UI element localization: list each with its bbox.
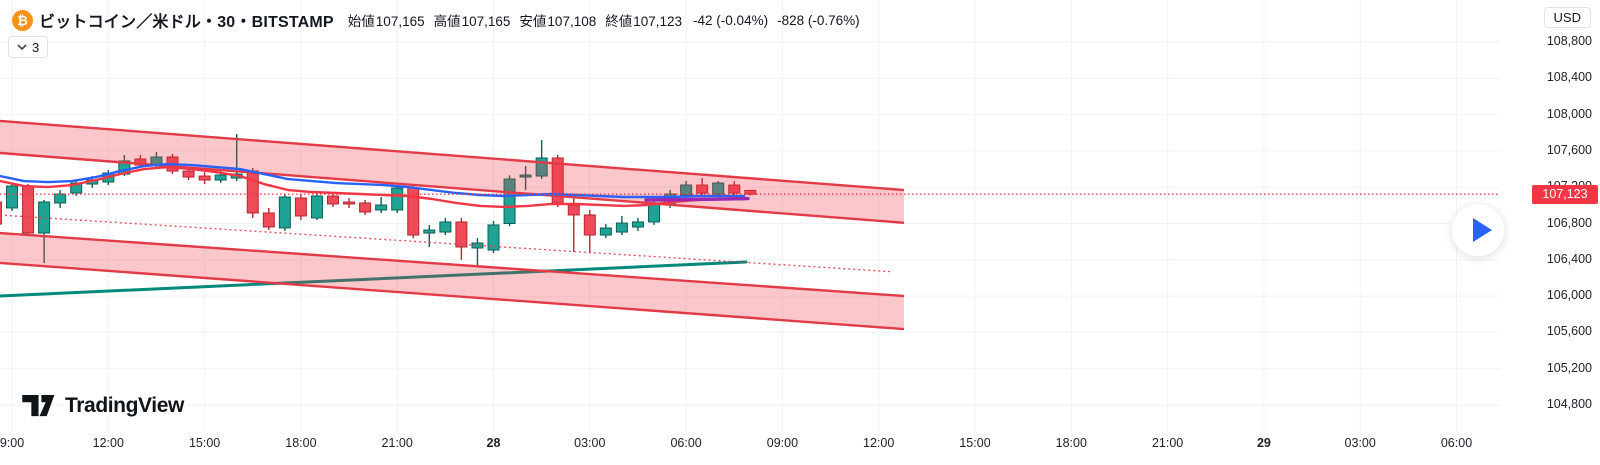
price-tick-label: 105,200 xyxy=(1546,360,1592,375)
candle xyxy=(6,185,18,209)
candle xyxy=(423,229,436,234)
candle xyxy=(327,195,339,205)
candle xyxy=(583,214,596,236)
play-button[interactable] xyxy=(1451,203,1505,257)
vwap-line-purple xyxy=(644,196,750,202)
time-tick-label: 21:00 xyxy=(1151,436,1184,450)
ma-line-blue xyxy=(0,162,746,199)
time-tick-label: 09:00 xyxy=(766,436,799,450)
channel-line xyxy=(0,261,905,331)
candle xyxy=(696,184,709,194)
ohlc-open: 始値107,165 xyxy=(347,14,425,29)
time-tick-label: 06:00 xyxy=(1440,436,1473,450)
candle xyxy=(535,157,548,177)
candle xyxy=(343,201,356,205)
channel-lower-band xyxy=(0,233,904,330)
candle xyxy=(310,195,323,219)
candle xyxy=(294,197,307,217)
price-tick-label: 106,000 xyxy=(1546,288,1592,303)
time-tick-label: 06:00 xyxy=(670,436,702,450)
time-tick-label: 29 xyxy=(1256,436,1271,450)
tradingview-logo[interactable]: TradingView xyxy=(22,394,184,418)
candle xyxy=(359,202,372,213)
price-tick-label: 108,400 xyxy=(1546,70,1592,85)
price-tick-label: 104,800 xyxy=(1546,397,1592,411)
candle xyxy=(22,185,35,234)
candle xyxy=(519,174,532,178)
ohlc-high: 高値107,165 xyxy=(433,14,511,29)
last-price-badge: 107,123 xyxy=(1532,184,1598,204)
symbol-title[interactable]: ビットコイン／米ドル・30・BITSTAMP xyxy=(39,14,334,31)
candle xyxy=(615,222,628,233)
currency-label[interactable]: USD xyxy=(1543,7,1591,28)
candle xyxy=(680,184,693,196)
candle xyxy=(648,203,660,223)
candle xyxy=(455,221,468,248)
price-chart[interactable] xyxy=(0,0,1500,432)
collapse-count: 3 xyxy=(32,39,40,55)
channel-median-dotted xyxy=(0,214,891,273)
candle xyxy=(246,170,259,214)
candle xyxy=(391,187,404,211)
candle xyxy=(471,242,484,249)
time-tick-label: 9:00 xyxy=(0,436,25,450)
tradingview-logo-icon xyxy=(22,394,55,416)
candle xyxy=(599,227,612,236)
bitcoin-icon: ₿ xyxy=(12,9,33,31)
price-axis[interactable]: USD 108,800108,400108,000107,600107,2001… xyxy=(1500,0,1600,432)
price-tick-label: 108,800 xyxy=(1546,34,1592,48)
time-tick-label: 21:00 xyxy=(381,436,413,450)
price-tick-label: 106,800 xyxy=(1546,215,1592,230)
candle xyxy=(728,184,741,194)
change-total: -828 (-0.76%) xyxy=(777,12,860,28)
time-tick-label: 12:00 xyxy=(863,436,895,450)
candle xyxy=(134,158,147,166)
time-tick-label: 18:00 xyxy=(1055,436,1087,450)
time-tick-label: 12:00 xyxy=(92,436,124,450)
candle xyxy=(712,182,725,195)
ohlc-readout: 始値107,165 高値107,165 安値107,108 終値107,123 xyxy=(348,10,691,30)
candle xyxy=(503,178,516,224)
chevron-down-icon xyxy=(17,44,27,51)
candle xyxy=(0,201,2,225)
candle xyxy=(744,189,757,195)
time-tick-label: 15:00 xyxy=(188,436,221,450)
candle xyxy=(38,201,51,234)
candle xyxy=(375,204,388,211)
candle xyxy=(198,175,211,181)
price-tick-label: 105,600 xyxy=(1546,324,1592,339)
price-tick-label: 108,000 xyxy=(1546,106,1592,121)
channel-line xyxy=(0,119,905,192)
candle xyxy=(439,221,452,233)
time-tick-label: 15:00 xyxy=(959,436,991,450)
indicators-collapse-button[interactable]: 3 xyxy=(8,36,49,58)
candle xyxy=(182,170,195,178)
candle xyxy=(214,174,227,181)
time-tick-label: 28 xyxy=(486,436,501,450)
change-absolute: -42 (-0.04%) xyxy=(693,12,769,28)
time-tick-label: 03:00 xyxy=(574,436,606,450)
price-tick-label: 106,400 xyxy=(1546,251,1592,266)
candle xyxy=(487,224,500,251)
channel-line xyxy=(0,231,905,298)
candle xyxy=(262,212,275,228)
time-tick-label: 18:00 xyxy=(285,436,317,450)
chart-header: ₿ ビットコイン／米ドル・30・BITSTAMP 始値107,165 高値107… xyxy=(12,8,867,32)
tradingview-logo-text: TradingView xyxy=(65,394,184,417)
time-tick-label: 03:00 xyxy=(1344,436,1376,450)
ohlc-close: 終値107,123 xyxy=(605,14,683,29)
candle xyxy=(631,221,644,228)
candle xyxy=(54,193,67,204)
ohlc-low: 安値107,108 xyxy=(519,14,597,29)
price-tick-label: 107,600 xyxy=(1546,142,1592,157)
teal-trendline xyxy=(0,260,748,298)
candle xyxy=(567,204,580,216)
play-icon xyxy=(1473,218,1492,242)
candle xyxy=(278,196,291,229)
